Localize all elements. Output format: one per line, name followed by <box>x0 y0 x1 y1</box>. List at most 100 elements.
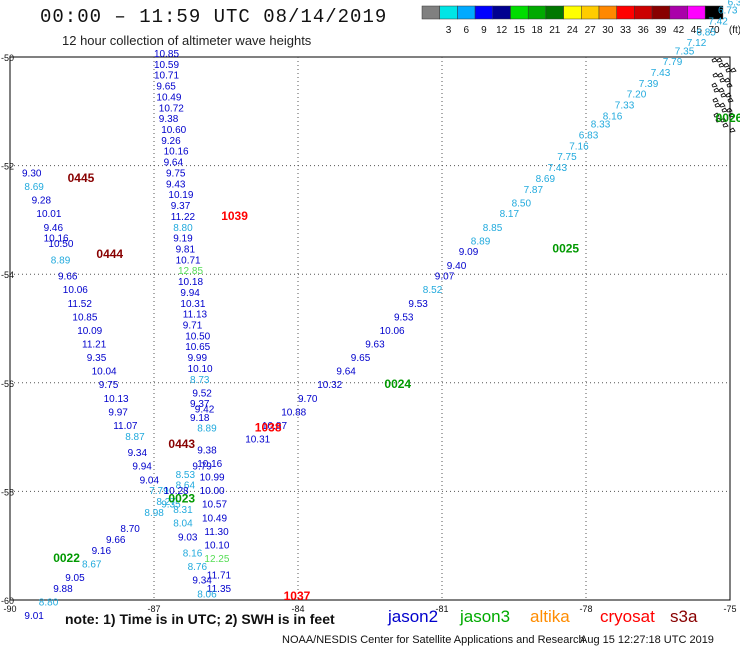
legend-tick-label: 21 <box>549 25 561 36</box>
swh-value-label: 6.83 <box>579 130 599 141</box>
swh-value-label: 8.33 <box>591 120 611 131</box>
map-plot: -90 -87 -84 -81 -78 -75 -50 -52 -54 -56 -58 -60 10.8… <box>1 0 740 620</box>
swh-value-label: 9.38 <box>159 114 179 125</box>
legend-tick-label: 6 <box>463 25 469 36</box>
pass-time-label: 1039 <box>221 209 248 223</box>
chart-title: 00:00 – 11:59 UTC 08/14/2019 <box>40 6 388 28</box>
swh-value-label: 9.64 <box>164 158 184 169</box>
swh-value-label: 10.88 <box>281 407 306 418</box>
x-tick-label: -75 <box>723 604 736 614</box>
legend-tick-label: 24 <box>567 25 579 36</box>
swh-value-label: 9.63 <box>365 340 385 351</box>
legend-tick-label: 30 <box>602 25 614 36</box>
legend-unit: (ft) <box>729 25 740 36</box>
swh-value-label: 9.04 <box>140 475 160 486</box>
swh-value-label: 10.10 <box>204 540 229 551</box>
swh-value-label: 10.71 <box>154 71 179 82</box>
swh-value-label: 10.06 <box>63 285 88 296</box>
swh-value-label: 11.21 <box>82 340 107 351</box>
swh-value-label: 9.64 <box>336 367 356 378</box>
swh-value-label: 7.87 <box>524 185 544 196</box>
color-legend: 3 6 9 12 15 18 21 24 27 30 33 36 39 42 45 70 (ft) <box>421 5 740 36</box>
swh-value-label: 9.99 <box>188 353 208 364</box>
swh-value-label: 10.87 <box>262 421 287 432</box>
legend-swatch <box>704 5 724 20</box>
swh-value-label: 9.43 <box>166 179 186 190</box>
swh-value-label: 10.18 <box>178 277 203 288</box>
swh-value-label: 10.50 <box>48 239 73 250</box>
swh-value-label: 10.49 <box>202 513 227 524</box>
mission-label-s3a: s3a <box>670 607 698 626</box>
swh-value-label: 9.79 <box>192 462 212 473</box>
swh-value-label: 11.30 <box>204 527 229 538</box>
swh-value-label: 9.19 <box>173 234 193 245</box>
swh-value-label: 7.43 <box>548 163 568 174</box>
swh-value-label: 10.31 <box>180 299 205 310</box>
swh-value-label: 8.89 <box>197 424 217 435</box>
pass-time-label: 0443 <box>168 437 195 451</box>
swh-value-label: 9.75 <box>99 380 119 391</box>
swh-value-label: 10.57 <box>202 500 227 511</box>
pass-time-label: 1037 <box>284 589 311 603</box>
pass-time-label: 0022 <box>53 551 80 565</box>
swh-value-label: 9.30 <box>22 168 42 179</box>
swh-value-label: 8.16 <box>183 549 203 560</box>
mission-label-altika: altika <box>530 607 570 626</box>
x-tick-label: -87 <box>147 604 160 614</box>
swh-value-label: 8.89 <box>471 236 491 247</box>
swh-value-label: 9.53 <box>408 299 428 310</box>
swh-value-label: 12.25 <box>204 554 229 565</box>
swh-value-label: 9.09 <box>459 247 479 258</box>
legend-tick-label: 27 <box>585 25 597 36</box>
swh-value-label: 11.71 <box>207 570 232 581</box>
swh-value-label: 9.01 <box>24 611 44 620</box>
y-tick-label: -54 <box>1 270 14 280</box>
swh-value-label: 11.13 <box>183 310 208 321</box>
swh-value-label: 8.69 <box>24 182 44 193</box>
mission-label-jason3: jason3 <box>460 607 511 626</box>
swh-value-label: 8.27 <box>156 497 176 508</box>
swh-value-label: 9.81 <box>176 244 196 255</box>
swh-value-label: 7.79 <box>149 486 169 497</box>
swh-value-label: 8.17 <box>500 209 520 220</box>
swh-value-label: 10.13 <box>104 394 129 405</box>
swh-value-label: 10.19 <box>168 190 193 201</box>
swh-value-label: 8.80 <box>39 597 59 608</box>
swh-value-label: 8.53 <box>176 470 196 481</box>
chart-subtitle: 12 hour collection of altimeter wave hei… <box>62 33 312 48</box>
swh-value-label: 7.33 <box>615 101 635 112</box>
swh-value-label: 8.04 <box>173 519 193 530</box>
footer-timestamp: Aug 15 12:27:18 UTC 2019 <box>580 634 714 646</box>
swh-value-label: 9.40 <box>447 261 467 272</box>
swh-value-label: 8.76 <box>188 562 208 573</box>
swh-value-label: 7.39 <box>639 79 659 90</box>
swh-value-label: 9.34 <box>192 576 212 587</box>
legend-tick-label: 3 <box>446 25 452 36</box>
swh-value-label: 8.50 <box>512 198 532 209</box>
swh-value-label: 9.53 <box>394 312 414 323</box>
swh-value-label: 6.85 <box>696 27 716 38</box>
y-tick-label: -58 <box>1 487 14 497</box>
x-tick-label: -78 <box>579 604 592 614</box>
swh-value-label: 11.35 <box>207 584 232 595</box>
swh-value-label: 7.16 <box>569 141 589 152</box>
swh-value-label: 9.66 <box>58 272 78 283</box>
swh-value-label: 10.59 <box>154 60 179 71</box>
swh-value-label: 9.38 <box>197 445 217 456</box>
swh-value-label: 8.31 <box>173 505 193 516</box>
swh-value-label: 10.00 <box>200 486 225 497</box>
swh-value-label: 10.01 <box>36 209 61 220</box>
swh-value-label: 9.52 <box>192 388 212 399</box>
pass-time-label: 0025 <box>552 241 579 255</box>
swh-value-label: 10.16 <box>164 147 189 158</box>
swh-value-label: 9.97 <box>108 407 128 418</box>
swh-value-label: 10.49 <box>156 92 181 103</box>
swh-value-label: 10.04 <box>92 367 117 378</box>
legend-tick-label: 15 <box>514 25 526 36</box>
swh-value-label: 10.31 <box>245 435 270 446</box>
swh-value-label: 9.37 <box>190 399 210 410</box>
swh-value-label: 8.98 <box>144 508 164 519</box>
swh-value-label: 11.22 <box>171 212 196 223</box>
y-tick-label: -56 <box>1 379 14 389</box>
swh-value-label: 8.64 <box>176 481 196 492</box>
